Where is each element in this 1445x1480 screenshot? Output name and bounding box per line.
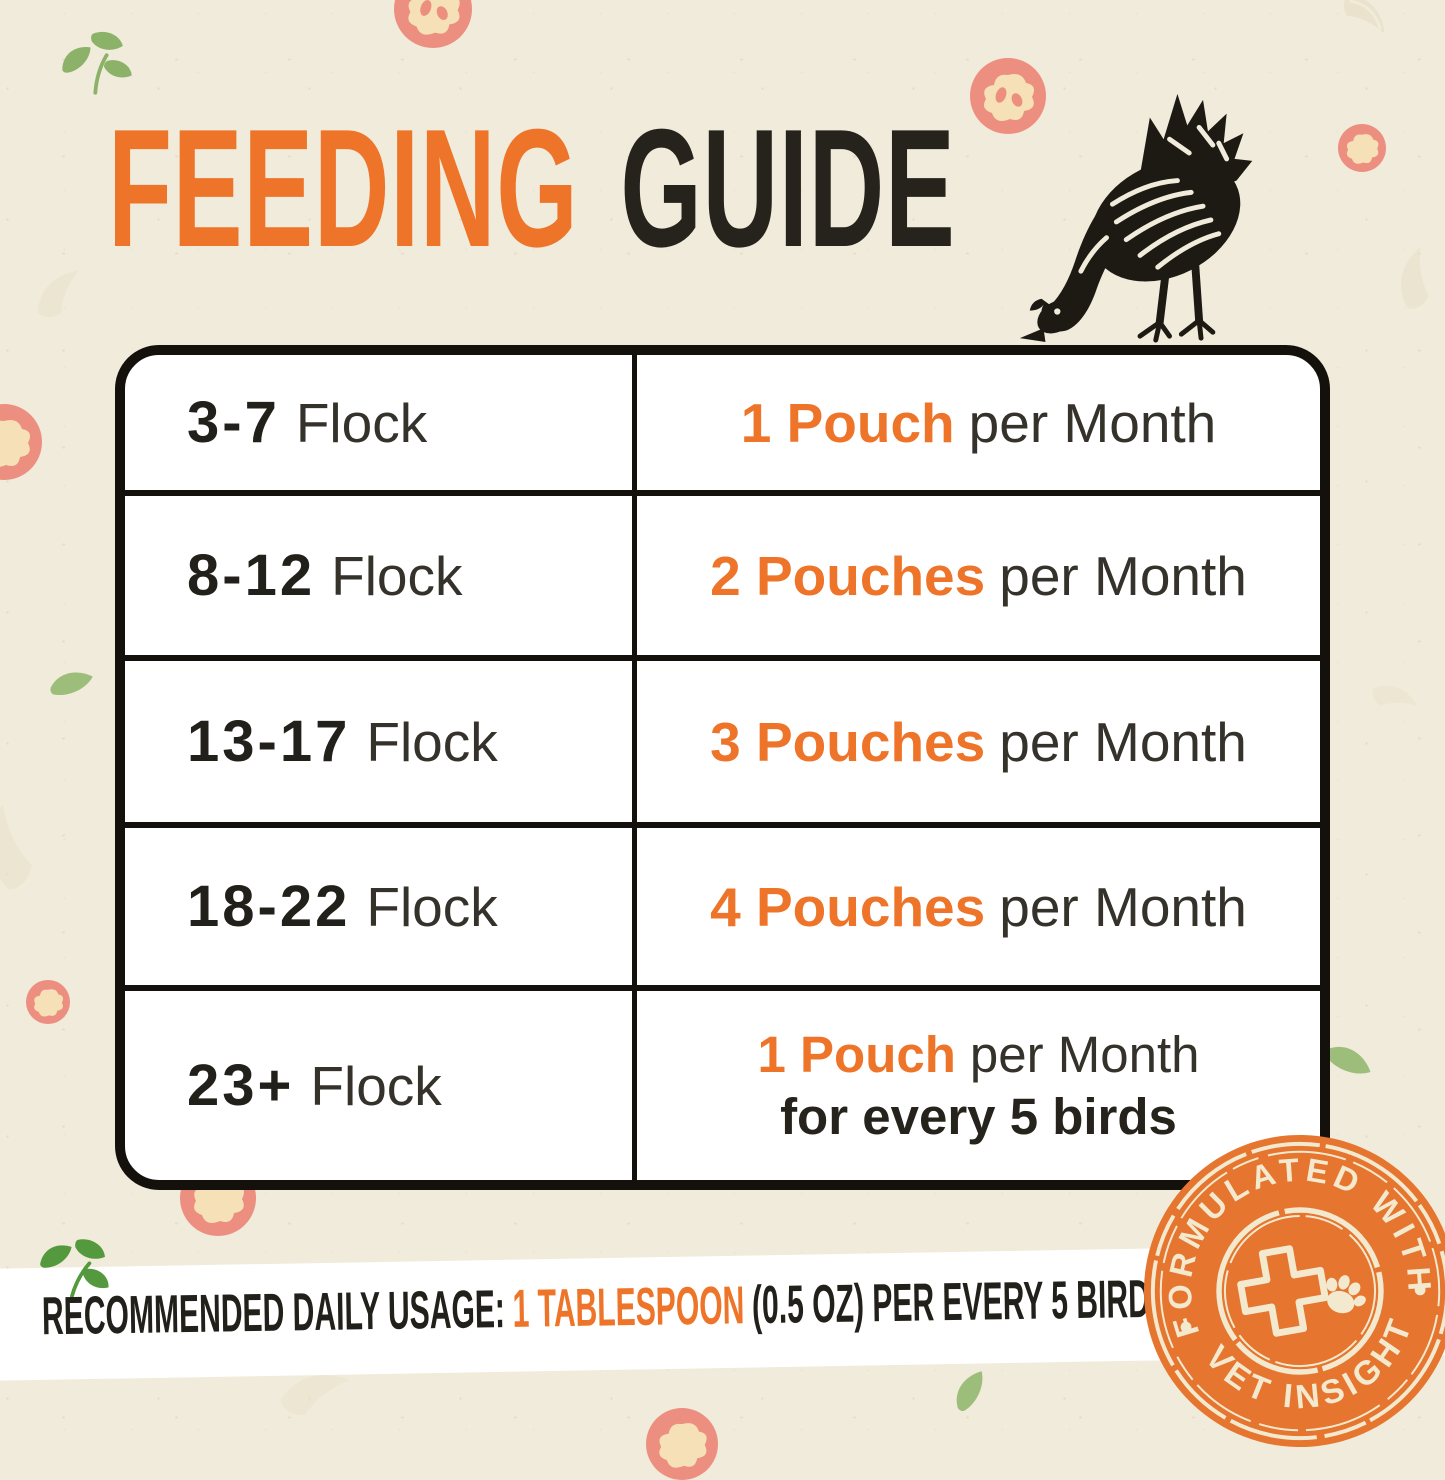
tomato-slice-icon: [394, 0, 472, 48]
stamp-dot-right: [1414, 1284, 1426, 1296]
garlic-clove-icon: [1365, 670, 1424, 736]
flock-range: 3-7: [187, 390, 280, 455]
herb-sprig-icon: [32, 1231, 116, 1302]
dosage-line: 1 Pouch per Month: [758, 1024, 1200, 1085]
tomato-slice-icon: [26, 980, 70, 1024]
paw-icon: [1326, 1275, 1366, 1314]
dosage-frequency: per Month: [969, 1026, 1200, 1084]
dosage-cell: 3 Pouches per Month: [632, 661, 1320, 822]
stamp-dot-left: [1180, 1321, 1192, 1333]
garlic-clove-icon: [265, 1343, 375, 1453]
garlic-clove-icon: [1327, 0, 1398, 59]
dosage-cell: 1 Pouch per Month: [632, 355, 1320, 490]
dosage-amount: 3 Pouches: [710, 710, 986, 773]
flock-size-cell: 23+ Flock: [125, 991, 632, 1180]
tomato-slice-icon: [970, 58, 1046, 134]
garlic-clove-icon: [1373, 232, 1445, 321]
dosage-amount: 4 Pouches: [710, 875, 986, 938]
herb-leaf-icon: [944, 1366, 998, 1418]
dosage-note: for every 5 birds: [780, 1087, 1177, 1145]
garlic-clove-icon: [0, 777, 83, 909]
pecking-hen-illustration: [1014, 88, 1266, 346]
page-title: FEEDING GUIDE: [108, 99, 955, 276]
tomato-slice-icon: [1338, 124, 1386, 172]
dosage-frequency: per Month: [999, 544, 1247, 607]
garlic-clove-icon: [28, 256, 102, 333]
herb-leaf-icon: [1318, 1032, 1376, 1092]
dosage-amount: 2 Pouches: [710, 544, 986, 607]
flock-range: 23+: [187, 1053, 295, 1118]
title-word-guide: GUIDE: [620, 93, 956, 282]
flock-range: 18-22: [187, 874, 351, 939]
flock-unit: Flock: [366, 875, 498, 938]
flock-size-cell: 8-12 Flock: [125, 496, 632, 655]
title-word-feeding: FEEDING: [108, 93, 579, 282]
dosage-line: 2 Pouches per Month: [710, 543, 1247, 609]
dosage-line: 1 Pouch per Month: [741, 390, 1217, 456]
daily-usage-label: RECOMMENDED DAILY USAGE:: [41, 1278, 506, 1346]
flock-range: 8-12: [187, 543, 316, 608]
dosage-cell: 2 Pouches per Month: [632, 496, 1320, 655]
table-row: 18-22 Flock 4 Pouches per Month: [125, 822, 1320, 985]
dosage-amount: 1 Pouch: [757, 1026, 956, 1084]
flock-unit: Flock: [295, 391, 428, 454]
flock-size-cell: 13-17 Flock: [125, 661, 632, 822]
dosage-frequency: per Month: [968, 391, 1217, 454]
herb-leaf-icon: [46, 661, 96, 708]
flock-unit: Flock: [310, 1054, 442, 1117]
dosage-frequency: per Month: [999, 710, 1247, 773]
tomato-slice-icon: [0, 404, 42, 480]
dosage-frequency: per Month: [999, 875, 1247, 938]
table-row: 23+ Flock 1 Pouch per Month for every 5 b…: [125, 985, 1320, 1180]
flock-range: 13-17: [187, 709, 351, 774]
daily-usage-suffix: (0.5 OZ) PER EVERY 5 BIRDS: [751, 1267, 1171, 1335]
flock-size-cell: 3-7 Flock: [125, 355, 632, 490]
dosage-cell: 4 Pouches per Month: [632, 828, 1320, 985]
tomato-slice-icon: [646, 1408, 718, 1480]
feeding-guide-table: 3-7 Flock 1 Pouch per Month 8-12 Flock 2 …: [115, 345, 1330, 1190]
vet-insight-stamp: FORMULATED WITH VET INSIGHT: [1117, 1108, 1445, 1474]
table-row: 3-7 Flock 1 Pouch per Month: [125, 355, 1320, 490]
dosage-amount: 1 Pouch: [740, 391, 955, 454]
table-row: 13-17 Flock 3 Pouches per Month: [125, 655, 1320, 822]
medical-cross-icon: [1237, 1245, 1329, 1337]
flock-unit: Flock: [331, 544, 463, 607]
flock-size-cell: 18-22 Flock: [125, 828, 632, 985]
dosage-line: 4 Pouches per Month: [710, 874, 1247, 940]
table-row: 8-12 Flock 2 Pouches per Month: [125, 490, 1320, 655]
dosage-line: 3 Pouches per Month: [710, 709, 1247, 775]
herb-sprig-icon: [55, 24, 138, 102]
daily-usage-highlight: 1 TABLESPOON: [512, 1274, 745, 1339]
flock-unit: Flock: [366, 710, 498, 773]
dosage-cell: 1 Pouch per Month for every 5 birds: [632, 991, 1320, 1180]
